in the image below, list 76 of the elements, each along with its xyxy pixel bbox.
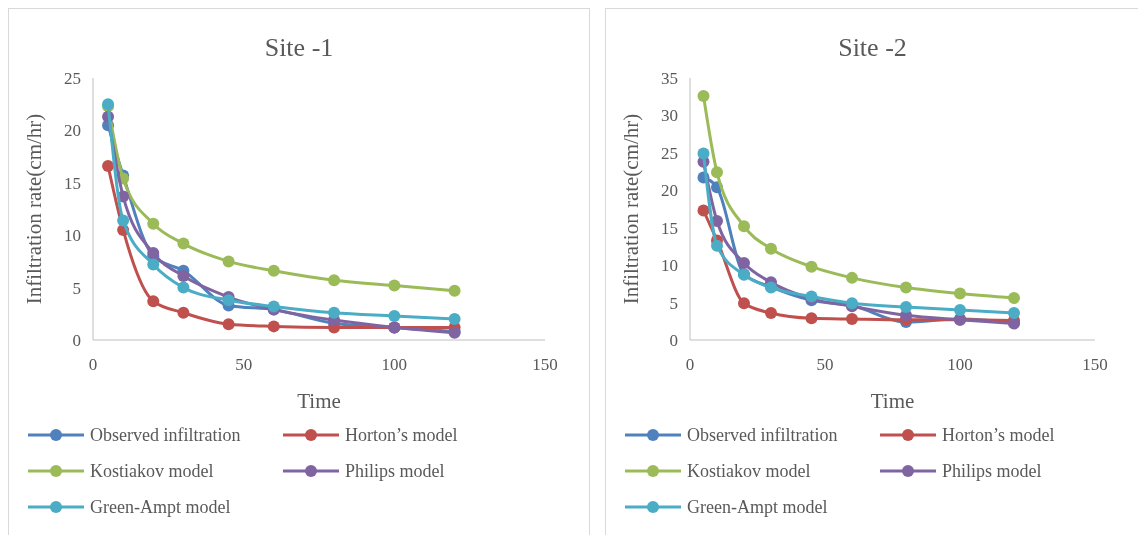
point <box>846 313 858 326</box>
x-tick-label: 150 <box>532 355 558 374</box>
point <box>805 260 818 273</box>
legend-label: Kostiakov model <box>90 461 214 482</box>
x-tick-label: 150 <box>1082 355 1108 374</box>
point <box>1008 292 1020 305</box>
y-tick-label: 15 <box>64 173 81 193</box>
point <box>222 255 235 268</box>
point <box>900 281 912 294</box>
x-tick-label: 100 <box>947 355 973 374</box>
point <box>765 242 777 255</box>
point <box>328 306 341 319</box>
y-axis-title: Infiltration rate(cm/hr) <box>22 113 46 305</box>
x-axis-title: Time <box>297 389 341 413</box>
y-tick-label: 30 <box>661 106 678 126</box>
chart-title: Site -1 <box>264 33 334 62</box>
point <box>177 270 190 283</box>
y-tick-label: 20 <box>64 121 81 141</box>
y-tick-label: 10 <box>661 256 678 276</box>
legend-label: Kostiakov model <box>687 461 811 482</box>
chart-title: Site -2 <box>838 33 907 62</box>
x-tick-label: 50 <box>816 355 834 374</box>
x-tick-label: 100 <box>381 355 408 374</box>
point <box>388 279 401 292</box>
legend-label: Philips model <box>345 461 445 482</box>
legend-label: Horton’s model <box>345 425 458 446</box>
point <box>448 313 461 326</box>
point <box>697 147 710 160</box>
y-tick-label: 0 <box>72 330 81 350</box>
point <box>177 306 190 319</box>
point <box>177 237 190 250</box>
legend-label: Observed infiltration <box>90 425 241 446</box>
x-tick-label: 0 <box>88 355 98 374</box>
point <box>448 284 461 297</box>
y-tick-label: 10 <box>64 226 81 246</box>
point <box>147 258 160 271</box>
point <box>900 301 912 314</box>
y-tick-label: 5 <box>669 293 678 313</box>
legend-label: Observed infiltration <box>687 425 838 446</box>
point <box>328 274 341 287</box>
point <box>711 239 723 252</box>
point <box>711 166 723 179</box>
point <box>846 271 858 284</box>
point <box>222 318 235 331</box>
y-tick-label: 15 <box>661 218 678 238</box>
point <box>177 281 190 294</box>
point <box>697 204 710 217</box>
point <box>117 214 130 227</box>
y-tick-label: 25 <box>661 143 678 163</box>
point <box>697 89 710 102</box>
point <box>147 295 160 308</box>
point <box>102 160 115 173</box>
legend-label: Philips model <box>942 461 1042 482</box>
y-tick-label: 35 <box>661 68 678 88</box>
y-tick-label: 20 <box>661 181 678 201</box>
point <box>738 297 750 310</box>
y-tick-label: 5 <box>72 278 81 298</box>
x-tick-label: 50 <box>235 355 253 374</box>
point <box>267 320 280 333</box>
y-tick-label: 0 <box>669 330 678 350</box>
point <box>765 307 777 320</box>
point <box>954 287 966 300</box>
point <box>147 217 160 230</box>
y-axis-title: Infiltration rate(cm/hr) <box>619 113 643 305</box>
point <box>388 309 401 322</box>
legend-label: Horton’s model <box>942 425 1055 446</box>
point <box>954 304 966 317</box>
point <box>267 264 280 277</box>
point <box>738 256 750 269</box>
point <box>738 220 750 233</box>
legend-label: Green-Ampt model <box>687 497 828 518</box>
point <box>805 312 818 325</box>
y-tick-label: 25 <box>64 68 81 88</box>
x-tick-label: 0 <box>685 355 695 374</box>
x-axis-title: Time <box>870 389 915 413</box>
legend-label: Green-Ampt model <box>90 497 231 518</box>
